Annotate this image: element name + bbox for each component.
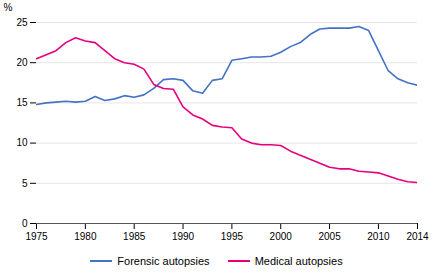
svg-text:1975: 1975 (25, 231, 48, 242)
svg-text:25: 25 (16, 17, 28, 28)
svg-text:%: % (4, 2, 13, 13)
svg-text:1990: 1990 (172, 231, 195, 242)
svg-text:1985: 1985 (123, 231, 146, 242)
svg-text:2014: 2014 (406, 231, 429, 242)
svg-text:2005: 2005 (318, 231, 341, 242)
svg-text:2000: 2000 (270, 231, 293, 242)
svg-text:1995: 1995 (221, 231, 244, 242)
svg-text:20: 20 (16, 57, 28, 68)
svg-text:10: 10 (16, 137, 28, 148)
svg-text:2010: 2010 (367, 231, 390, 242)
html-text:Forensic autopsies: Forensic autopsies (117, 255, 210, 267)
svg-text:5: 5 (22, 178, 28, 189)
html-text:Medical autopsies: Medical autopsies (254, 255, 343, 267)
svg-text:1980: 1980 (74, 231, 97, 242)
svg-text:0: 0 (22, 218, 28, 229)
svg-text:15: 15 (16, 97, 28, 108)
